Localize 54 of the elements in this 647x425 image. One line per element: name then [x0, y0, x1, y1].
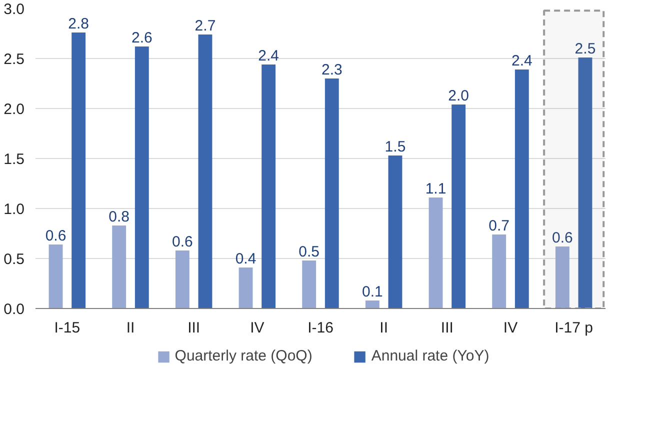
data-label: 0.4 [235, 250, 256, 268]
bar [428, 198, 443, 308]
x-tick-label: III [188, 320, 200, 336]
data-label: 2.5 [574, 40, 596, 58]
x-tick-label: I-15 [54, 320, 80, 336]
bar [555, 246, 570, 308]
bar [175, 250, 190, 308]
bar [365, 300, 380, 308]
x-tick-label: I-17 p [554, 320, 594, 336]
x-tick-label: IV [250, 320, 264, 336]
data-label: 0.6 [45, 228, 66, 244]
legend-label: Annual rate (YoY) [371, 348, 490, 364]
data-label: 2.4 [258, 48, 279, 64]
bar [72, 32, 86, 308]
legend-label: Quarterly rate (QoQ) [174, 348, 312, 364]
bar [238, 268, 253, 308]
x-tick-label: II [380, 320, 388, 336]
x-tick-label: III [440, 320, 454, 336]
bar [198, 34, 212, 308]
data-label: 2.7 [194, 18, 216, 34]
data-label: 0.6 [172, 234, 193, 250]
data-label: 2.6 [131, 30, 152, 46]
bar [492, 234, 506, 308]
data-label: 0.1 [362, 284, 383, 300]
bar [452, 104, 466, 308]
data-label: 1.1 [425, 180, 446, 198]
y-tick-label: 0.0 [4, 301, 25, 318]
data-label: 2.4 [511, 52, 532, 70]
bar [578, 58, 592, 308]
y-tick-label: 3.0 [4, 1, 25, 18]
bar [388, 156, 402, 308]
y-tick-label: 1.5 [4, 151, 25, 168]
data-label: 2.8 [68, 16, 89, 32]
y-tick-label: 0.5 [4, 251, 25, 268]
data-label: 1.5 [384, 138, 406, 156]
data-label: 0.8 [108, 208, 130, 226]
data-label: 2.0 [448, 88, 469, 104]
x-tick-label: IV [503, 320, 518, 336]
x-tick-label: II [126, 320, 135, 336]
bar [48, 244, 63, 308]
y-tick-label: 2.0 [4, 101, 25, 118]
data-label: 0.5 [298, 244, 320, 260]
data-label: 0.7 [488, 218, 510, 234]
y-tick-label: 2.5 [4, 51, 25, 68]
bar [112, 226, 126, 308]
data-label: 0.6 [552, 230, 573, 246]
bar [324, 78, 339, 308]
bar [134, 46, 149, 308]
bar [302, 260, 316, 308]
y-tick-label: 1.0 [4, 201, 25, 218]
bar [262, 64, 276, 308]
bar [514, 70, 529, 308]
x-tick-label: I-16 [308, 320, 334, 336]
data-label: 2.3 [321, 62, 342, 78]
